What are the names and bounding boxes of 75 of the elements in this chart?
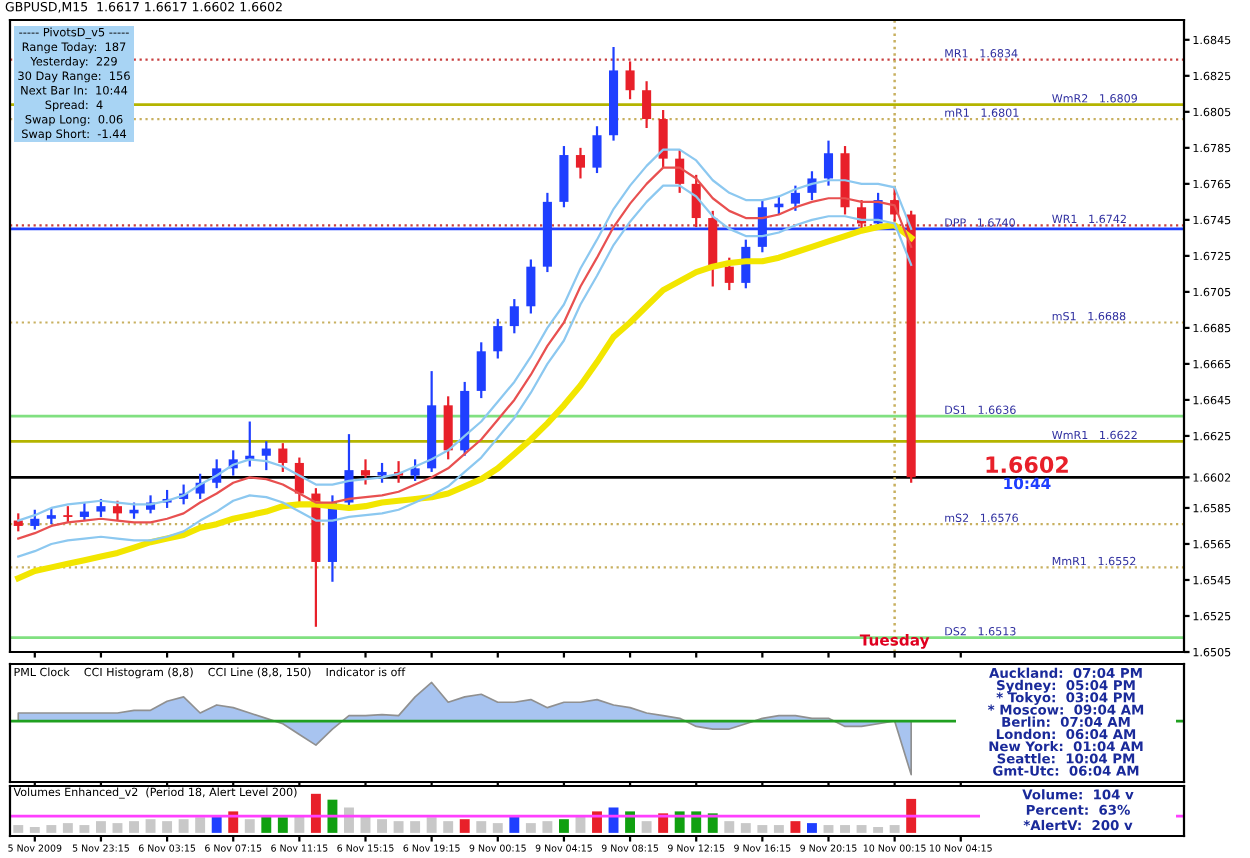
bar (724, 821, 735, 833)
bar (178, 819, 189, 833)
candlestick (658, 108, 668, 169)
candlestick (410, 458, 420, 483)
bar (906, 798, 917, 833)
bar (856, 825, 867, 833)
bar (129, 821, 139, 833)
bar (740, 823, 751, 833)
bar (244, 819, 255, 833)
bar (443, 821, 454, 833)
annotation: 1.6602 (986, 456, 1068, 474)
bar (162, 821, 173, 833)
candlestick (675, 148, 685, 194)
candlestick (575, 146, 586, 180)
bar (707, 813, 718, 833)
bar (393, 821, 404, 833)
candlestick (476, 341, 486, 400)
bar (691, 811, 702, 833)
bar (840, 825, 850, 833)
bar (641, 821, 652, 833)
candlestick (360, 458, 371, 486)
bar (757, 825, 768, 833)
bar (525, 823, 536, 833)
candlestick (790, 184, 800, 212)
bar (807, 823, 817, 833)
candlestick (807, 170, 817, 202)
candlestick (112, 499, 123, 522)
candlestick (559, 144, 569, 209)
candlestick (278, 442, 288, 474)
bar (492, 823, 503, 833)
candlestick (724, 256, 734, 292)
bar (112, 823, 123, 833)
candlestick (79, 501, 89, 522)
bar (790, 821, 801, 833)
bar (476, 821, 487, 833)
candlestick (493, 317, 503, 360)
bar (46, 825, 57, 833)
candlestick (261, 440, 271, 472)
candlestick (823, 139, 834, 187)
bar (344, 807, 354, 833)
bar (228, 811, 239, 833)
bar (13, 825, 24, 833)
bar (558, 819, 569, 833)
candlestick (592, 125, 602, 175)
bar (889, 825, 900, 833)
bar (377, 819, 387, 833)
bar (62, 823, 73, 833)
candlestick (443, 395, 453, 461)
bar (873, 827, 884, 833)
bar (95, 821, 106, 833)
bar (195, 817, 206, 833)
bar (625, 811, 636, 833)
bar (459, 819, 470, 833)
bar (79, 825, 90, 833)
bar (277, 817, 288, 833)
bar (29, 827, 40, 833)
candlestick (377, 461, 387, 484)
bar (592, 811, 602, 833)
bar (542, 821, 553, 833)
bar (674, 811, 685, 833)
bar (327, 799, 338, 833)
candlestick (625, 60, 635, 101)
bar (773, 825, 784, 833)
bar (658, 813, 669, 833)
candlestick (642, 80, 652, 130)
bar (145, 819, 156, 833)
candlestick (344, 433, 354, 510)
candlestick (30, 508, 40, 531)
bar (410, 821, 421, 833)
candlestick (96, 497, 106, 519)
candlestick (526, 258, 536, 315)
bar (823, 825, 834, 833)
bar (426, 817, 437, 833)
bar (310, 793, 321, 833)
candlestick (509, 297, 519, 335)
